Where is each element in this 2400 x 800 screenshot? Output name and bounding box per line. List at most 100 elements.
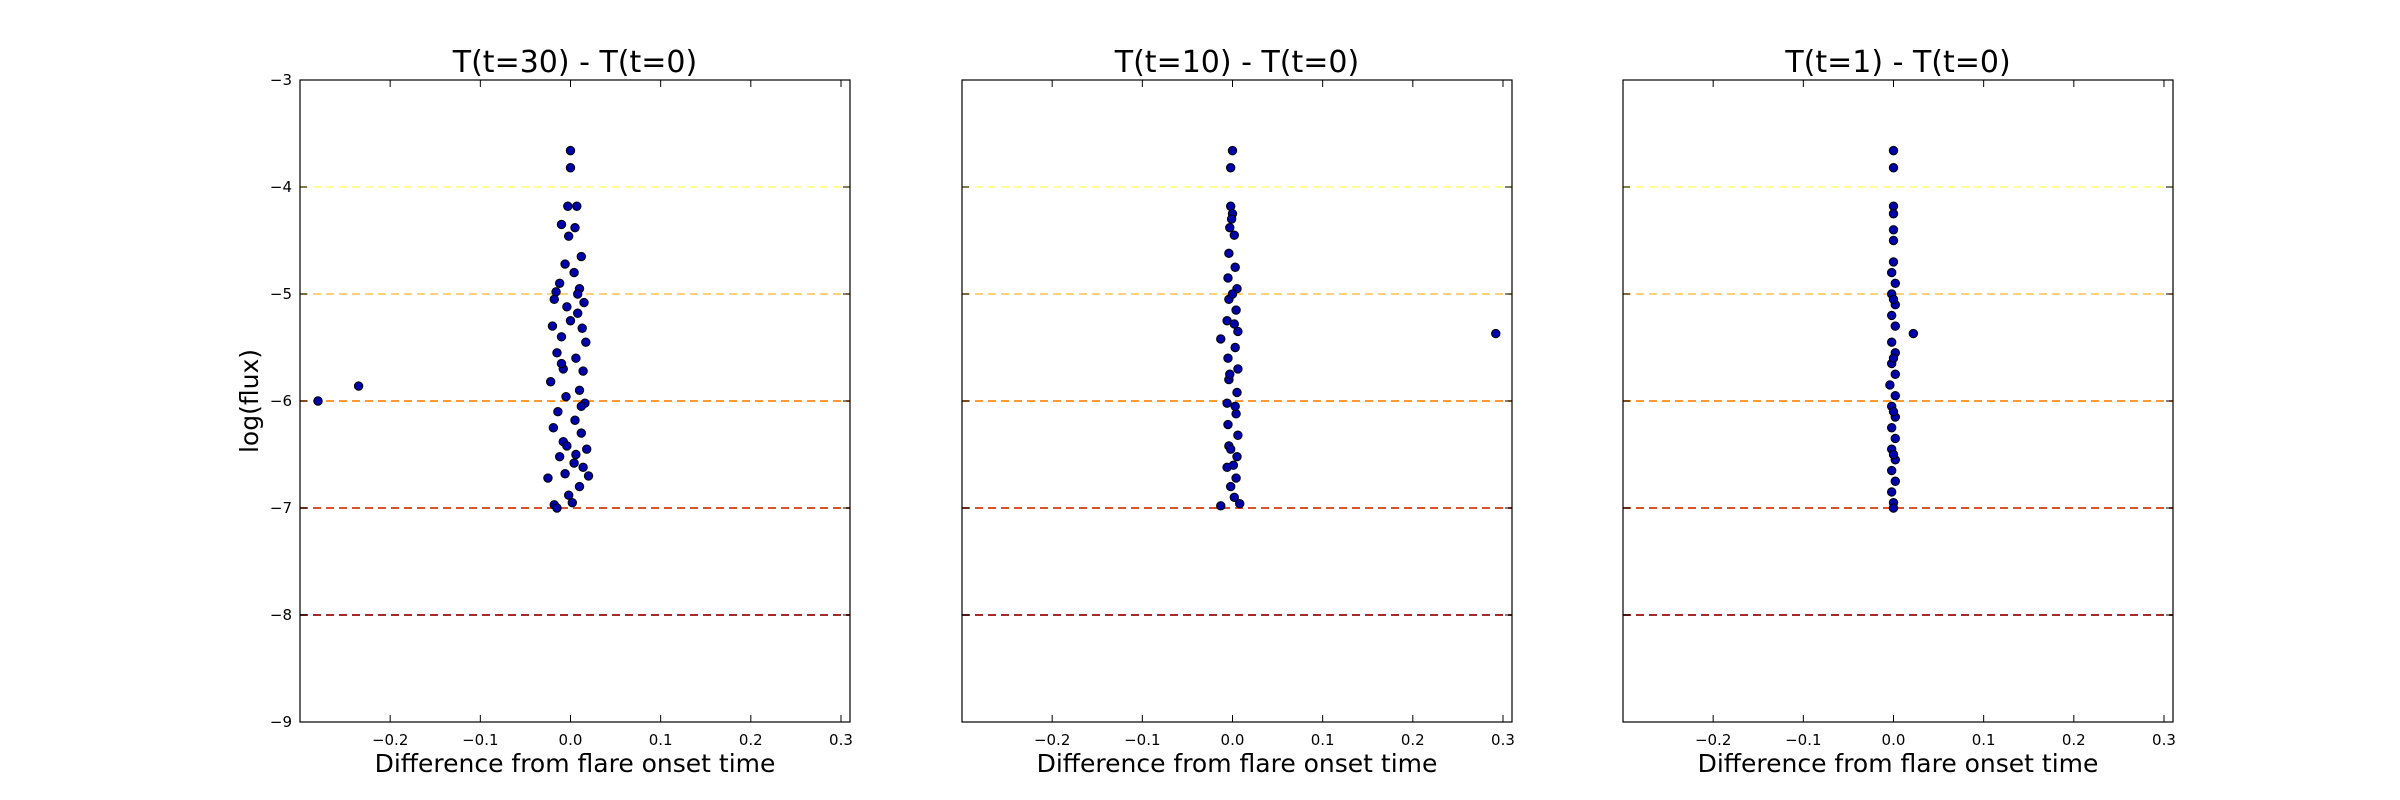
data-point [582, 444, 592, 454]
data-point [543, 473, 553, 483]
data-point [353, 381, 364, 391]
data-point [1226, 214, 1237, 224]
data-point [1225, 481, 1236, 492]
x-axis-label: Difference from flare onset time [1037, 749, 1438, 778]
data-point [1224, 248, 1234, 259]
data-point [1888, 225, 1899, 235]
data-point [1888, 503, 1899, 513]
data-point [1890, 321, 1900, 331]
y-tick-label: −6 [270, 392, 292, 410]
x-tick-label: 0.3 [829, 731, 853, 749]
data-point [1886, 465, 1897, 476]
x-axis-label: Difference from flare onset time [375, 749, 776, 778]
data-point [583, 471, 594, 481]
data-point [1890, 476, 1900, 486]
chart-panel-3: −0.2 −0.1 0.0 0.1 0.2 0.3 T(t=1) - T(t=0) Diffe… [1622, 45, 2176, 778]
data-point [1885, 380, 1895, 390]
data-point [1886, 310, 1897, 321]
data-point [556, 332, 567, 342]
data-point [562, 302, 572, 312]
data-point [1232, 451, 1242, 462]
data-point [578, 366, 588, 376]
data-point [1225, 444, 1236, 454]
data-point [1223, 273, 1233, 283]
chart-panel-1: −0.2 −0.1 0.0 0.1 0.2 0.3 −9 −8 −7 −6 −5 −4 −3 T(t=30… [235, 45, 853, 778]
x-axis-label: Difference from flare onset time [1698, 749, 2099, 778]
data-point [553, 407, 563, 417]
x-tick-label: 0.0 [559, 731, 583, 749]
data-point [563, 231, 574, 241]
x-tick-label: 0.0 [1882, 731, 1906, 749]
y-tick-label: −8 [270, 606, 292, 624]
x-tick-label: 0.2 [739, 731, 763, 749]
x-tick-label: 0.3 [1491, 731, 1515, 749]
data-point [576, 401, 587, 412]
data-point [1888, 449, 1899, 460]
data-point [1890, 390, 1900, 401]
data-point [1232, 387, 1242, 398]
y-tick-label: −4 [270, 178, 292, 196]
data-point [565, 316, 576, 326]
data-point [1233, 364, 1243, 374]
chart-title: T(t=1) - T(t=0) [1784, 45, 2010, 80]
chart-panel-2: −0.2 −0.1 0.0 0.1 0.2 0.3 T(t=10) - T(t=0) Diff… [961, 45, 1515, 778]
x-tick-label: 0.3 [2152, 731, 2176, 749]
x-tick-label: 0.1 [1972, 731, 1996, 749]
data-point [1216, 334, 1226, 344]
data-point [1890, 278, 1900, 288]
data-point [570, 222, 580, 233]
data-point [576, 428, 587, 438]
data-point [1230, 262, 1240, 272]
x-tick-label: 0.2 [2062, 731, 2086, 749]
data-point [1229, 492, 1239, 502]
data-point [1235, 499, 1245, 509]
data-point [1223, 353, 1233, 363]
data-point [554, 278, 565, 288]
data-point [1230, 342, 1240, 353]
data-point [1888, 209, 1899, 219]
data-point [1886, 267, 1897, 278]
data-point [551, 287, 561, 297]
data-point [567, 497, 577, 508]
data-point [562, 441, 572, 451]
data-point [1888, 353, 1899, 363]
data-point [560, 259, 570, 269]
data-point [1890, 369, 1900, 379]
data-point [556, 358, 567, 369]
x-tick-label: 0.0 [1221, 731, 1245, 749]
data-point [1491, 328, 1501, 339]
x-tick-label: 0.1 [649, 731, 673, 749]
data-point [1890, 433, 1900, 444]
data-point [547, 321, 558, 331]
data-point [1225, 369, 1235, 379]
x-tick-label: −0.2 [1034, 731, 1070, 749]
data-point [565, 145, 576, 156]
data-point [552, 503, 562, 513]
data-point [548, 423, 559, 433]
y-tick-label: −3 [270, 71, 292, 89]
x-tick-label: 0.2 [1401, 731, 1425, 749]
data-point [1225, 222, 1235, 233]
data-point [565, 163, 576, 173]
data-point [1888, 163, 1899, 173]
data-point [577, 323, 587, 333]
data-point [570, 415, 580, 425]
data-point [1888, 257, 1899, 267]
data-point [554, 451, 565, 462]
y-tick-label: −5 [270, 285, 292, 303]
data-point [581, 337, 591, 347]
data-point [1231, 305, 1241, 315]
y-axis-label: log(flux) [235, 349, 264, 453]
data-point [560, 469, 570, 479]
data-point [1886, 423, 1897, 433]
data-point [571, 449, 581, 460]
data-point [576, 251, 587, 262]
chart-title: T(t=10) - T(t=0) [1114, 45, 1359, 80]
data-point [569, 458, 579, 468]
data-point [1223, 419, 1233, 430]
data-point [1227, 289, 1238, 299]
data-point [556, 219, 567, 230]
data-point [1229, 319, 1239, 329]
data-point [1888, 407, 1899, 417]
data-point [1908, 328, 1919, 339]
